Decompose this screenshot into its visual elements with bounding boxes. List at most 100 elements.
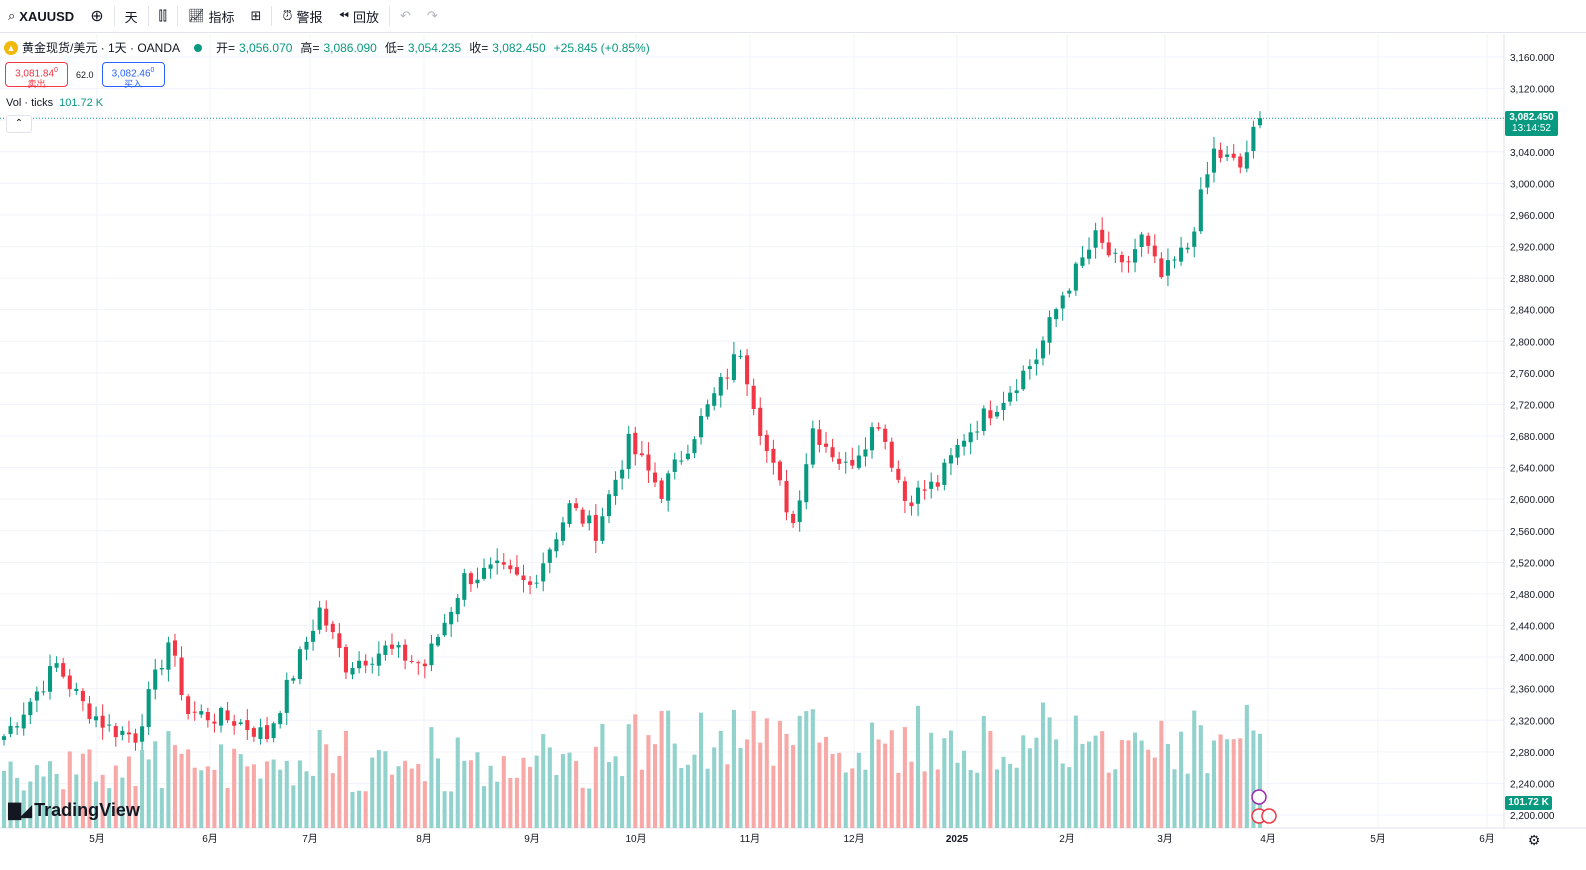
- volume-bar: [817, 742, 822, 828]
- candle-body: [1172, 259, 1177, 261]
- symbol-search[interactable]: ⌕ XAUUSD: [0, 0, 82, 33]
- low-value: 3,054.235: [407, 40, 462, 55]
- candle-body: [791, 513, 796, 523]
- collapse-legend-button[interactable]: ⌃: [6, 115, 32, 133]
- candle-body: [238, 722, 243, 724]
- compare-button[interactable]: ⊕: [82, 0, 111, 33]
- candle-body: [100, 715, 105, 728]
- y-tick-label: 2,840.000: [1510, 306, 1555, 317]
- volume-bar: [271, 759, 276, 828]
- settings-gear-icon[interactable]: ⚙: [1527, 832, 1541, 848]
- x-tick-label: 12月: [843, 833, 864, 845]
- candle-body: [47, 666, 53, 692]
- volume-bar: [15, 777, 20, 828]
- candle-body: [883, 428, 888, 442]
- volume-bar: [396, 766, 401, 828]
- candle-body: [495, 560, 500, 564]
- volume-bar: [482, 786, 487, 828]
- volume-bar: [810, 709, 815, 828]
- candle-body: [8, 725, 13, 734]
- volume-bar: [1113, 769, 1118, 828]
- candle-body: [449, 611, 454, 625]
- volume-bar: [317, 729, 322, 828]
- candle-body: [968, 432, 973, 443]
- candle-body: [1244, 152, 1249, 169]
- volume-bar: [1067, 767, 1072, 828]
- volume-bar: [633, 714, 638, 828]
- tradingview-logo[interactable]: ▇◢ TradingView: [8, 800, 140, 821]
- close-value: 3,082.450: [492, 40, 546, 55]
- volume-bar: [1185, 773, 1190, 828]
- volume-bar: [1040, 702, 1046, 828]
- candle-body: [67, 675, 72, 690]
- candle-body: [1008, 392, 1013, 402]
- candle-body: [902, 481, 907, 501]
- low-label: 低=: [384, 41, 404, 55]
- undo-button[interactable]: ↶: [392, 0, 419, 33]
- candle-body: [1231, 153, 1236, 158]
- candle-body: [613, 479, 618, 497]
- chart-type-button[interactable]: ⫿⫿: [151, 0, 175, 33]
- price-chart[interactable]: 3,160.0003,120.0003,080.0003,040.0003,00…: [0, 34, 1586, 870]
- sell-button[interactable]: 3,081.840 卖出: [5, 62, 68, 89]
- candle-body: [291, 678, 296, 681]
- candle-body: [1113, 252, 1118, 254]
- candle-body: [692, 439, 697, 454]
- candle-body: [981, 408, 986, 432]
- volume-bar: [218, 744, 224, 828]
- candle-body: [587, 515, 592, 524]
- volume-bar: [383, 751, 388, 828]
- last-price-label: 3,082.450: [1509, 112, 1554, 123]
- candle-body: [501, 562, 506, 565]
- toolbar-divider: [388, 6, 390, 26]
- candle-body: [1165, 260, 1170, 276]
- volume-bar: [784, 733, 789, 828]
- candle-body: [554, 539, 559, 552]
- volume-bar: [429, 727, 434, 828]
- x-tick-label: 9月: [524, 833, 540, 845]
- candle-body: [172, 640, 178, 656]
- redo-button[interactable]: ↷: [419, 0, 446, 33]
- tv-logo-text: TradingView: [34, 800, 140, 820]
- candle-body: [1198, 189, 1203, 232]
- interval-button[interactable]: 天: [117, 0, 146, 33]
- candle-body: [869, 427, 875, 451]
- volume-bar: [764, 718, 769, 828]
- candle-body: [988, 410, 993, 419]
- candle-body: [409, 660, 414, 662]
- volume-bar: [284, 760, 289, 828]
- candle-body: [205, 711, 210, 721]
- candle-body: [1021, 370, 1026, 390]
- candle-body: [843, 461, 848, 463]
- volume-bar: [560, 754, 565, 828]
- candle-body: [317, 607, 322, 630]
- event-flash-icon[interactable]: [1251, 789, 1267, 805]
- candle-body: [251, 728, 256, 737]
- volume-bar: [107, 788, 112, 828]
- candle-body: [797, 500, 802, 522]
- x-tick-label: 8月: [416, 833, 432, 845]
- candle-body: [955, 444, 960, 458]
- indicators-button[interactable]: 📈︎ 指标: [180, 0, 243, 33]
- candle-body: [863, 449, 868, 457]
- layouts-button[interactable]: ⊞: [242, 0, 269, 33]
- candle-body: [777, 461, 782, 481]
- event-flag-icon[interactable]: [1261, 808, 1277, 824]
- sell-price-sup: 0: [54, 67, 58, 74]
- candle-body: [830, 447, 835, 458]
- candle-body: [1251, 126, 1256, 152]
- candle-body: [212, 721, 217, 724]
- candle-body: [916, 487, 921, 504]
- volume-bar: [679, 767, 684, 828]
- buy-button[interactable]: 3,082.460 买入: [101, 62, 165, 89]
- instrument-title[interactable]: 黄金现货/美元 · 1天 · OANDA: [22, 41, 181, 55]
- replay-label: 回放: [352, 9, 379, 25]
- replay-button[interactable]: ⏪︎ 回放: [331, 0, 387, 33]
- volume-bar: [1172, 769, 1177, 828]
- volume-bar: [856, 752, 861, 828]
- alert-button[interactable]: ⏰︎ 警报: [274, 0, 330, 33]
- volume-legend[interactable]: Vol · ticks 101.72 K: [6, 97, 103, 109]
- volume-bar: [587, 788, 592, 828]
- volume-bar: [521, 757, 526, 828]
- volume-bar: [600, 724, 605, 828]
